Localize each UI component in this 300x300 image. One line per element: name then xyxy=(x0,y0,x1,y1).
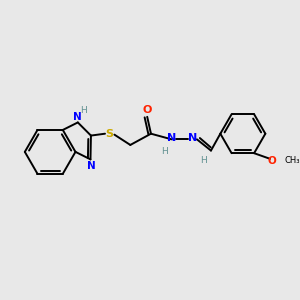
Text: N: N xyxy=(167,134,176,143)
Text: H: H xyxy=(80,106,87,115)
Text: H: H xyxy=(200,156,207,165)
Text: N: N xyxy=(87,161,96,171)
Text: S: S xyxy=(106,129,114,139)
Text: N: N xyxy=(188,134,197,143)
Text: O: O xyxy=(268,156,276,166)
Text: N: N xyxy=(74,112,82,122)
Text: CH₃: CH₃ xyxy=(284,156,300,165)
Text: O: O xyxy=(142,105,152,115)
Text: H: H xyxy=(161,147,167,156)
